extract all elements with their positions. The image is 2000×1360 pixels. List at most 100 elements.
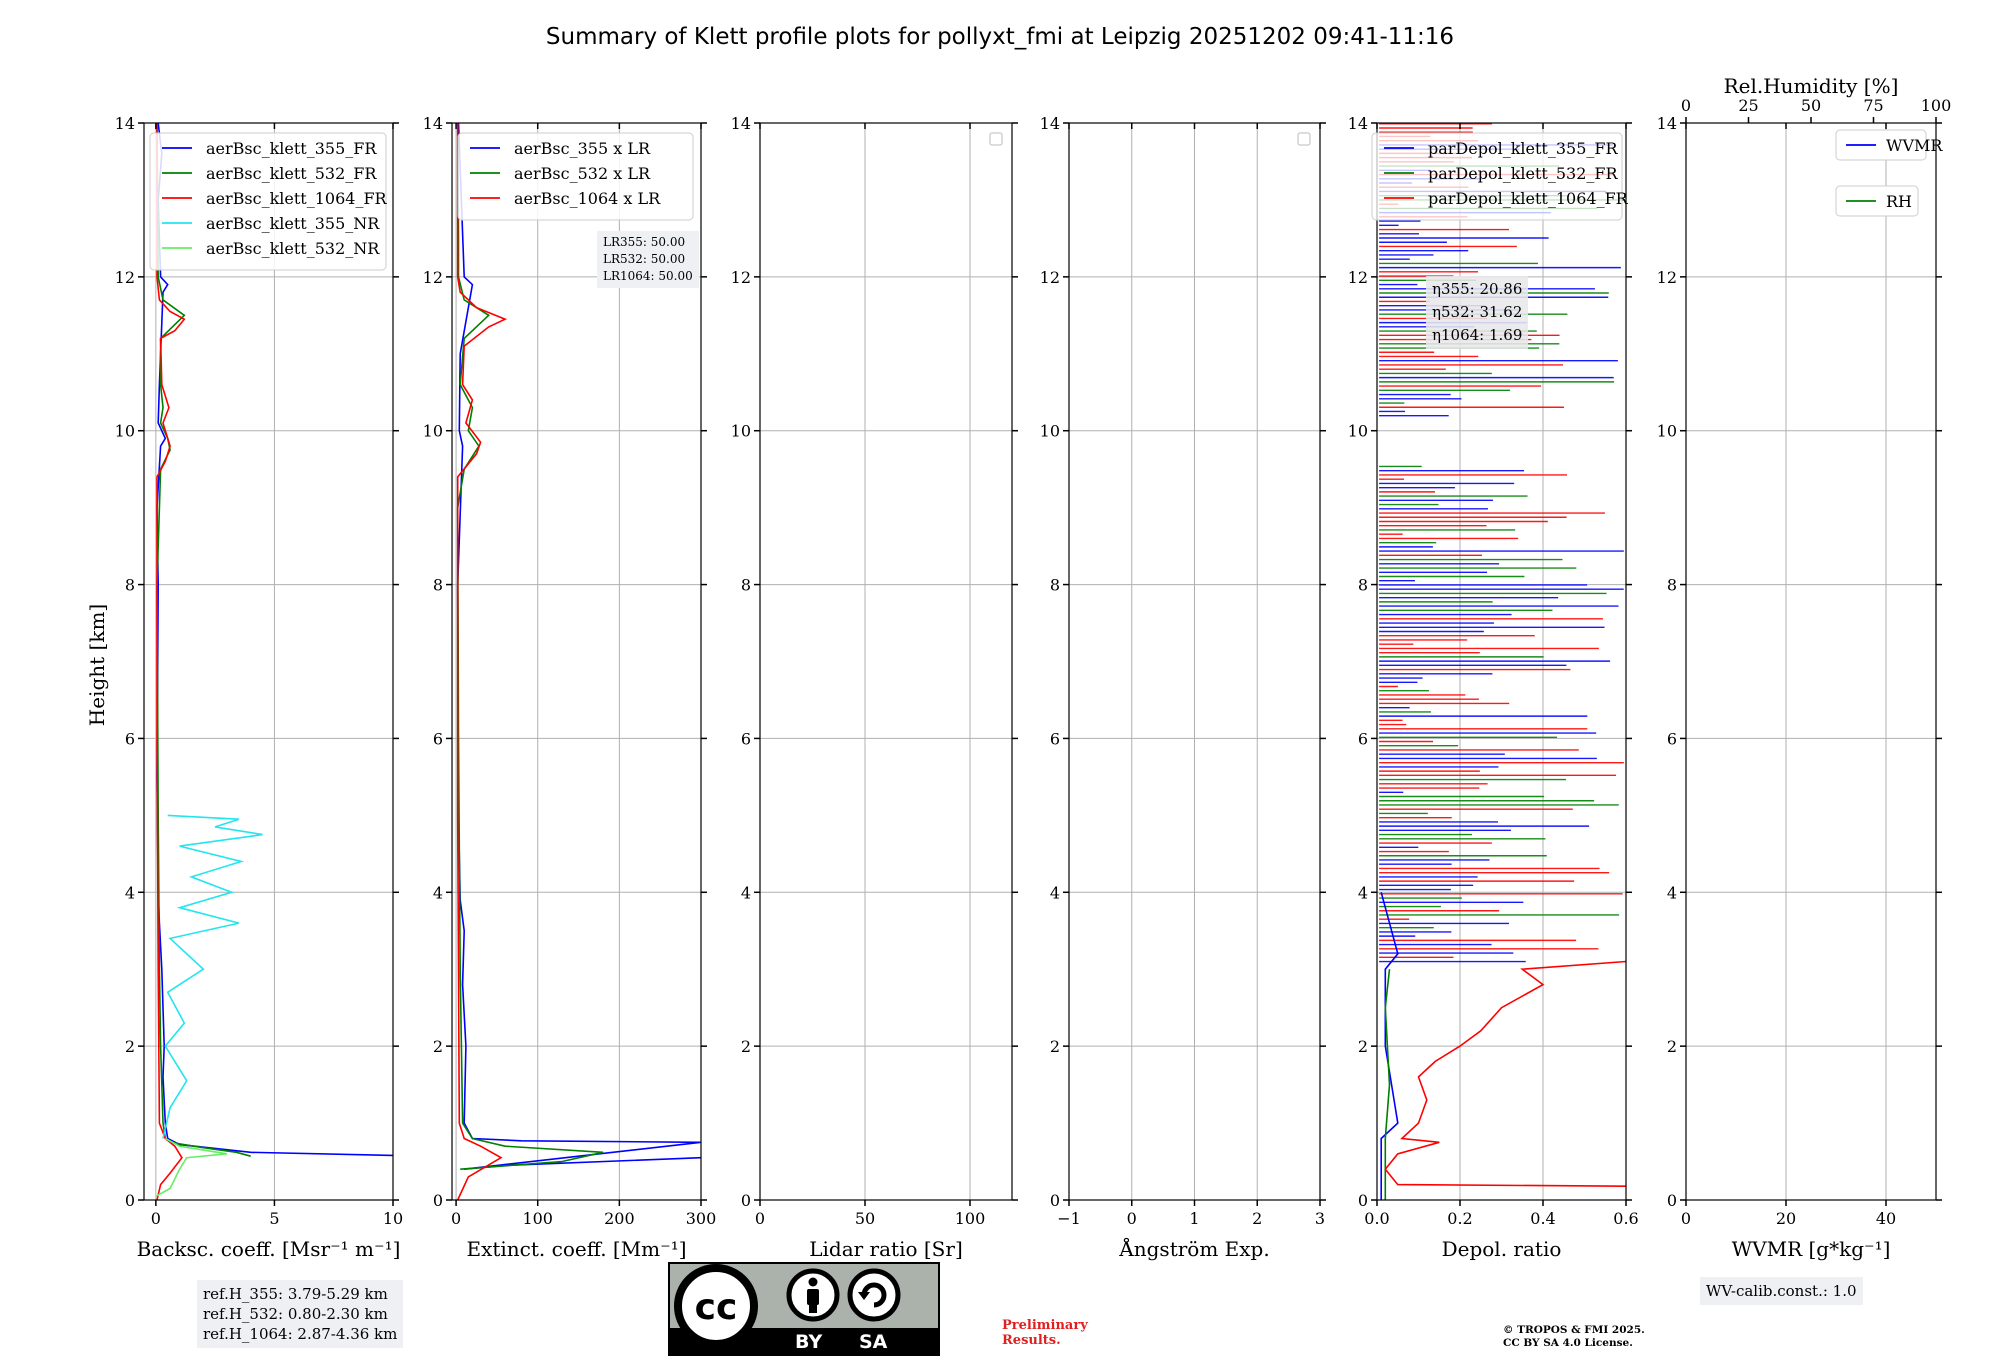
y-tick-label: 6 xyxy=(125,729,135,748)
legend-box xyxy=(149,132,387,271)
y-tick-label: 2 xyxy=(433,1037,443,1056)
cc-logo: cc xyxy=(674,1264,901,1348)
y-tick-label: 0 xyxy=(125,1191,135,1210)
copyright-note: © TROPOS & FMI 2025. CC BY SA 4.0 Licens… xyxy=(1503,1324,1645,1350)
legend-label: aerBsc_klett_355_NR xyxy=(206,214,380,233)
legend-label: aerBsc_klett_355_FR xyxy=(206,139,377,158)
y-tick-label: 0 xyxy=(1358,1191,1368,1210)
x-tick-label: −1 xyxy=(1057,1209,1081,1228)
series-line-aerBsc_1064 x LR xyxy=(456,123,508,1201)
x2-axis-label: Rel.Humidity [%] xyxy=(1724,74,1899,98)
series-line-aerBsc_klett_532_FR xyxy=(156,122,251,1157)
legend-label: parDepol_klett_1064_FR xyxy=(1428,189,1629,208)
eta-355: η355: 20.86 xyxy=(1432,280,1523,298)
y-tick-label: 6 xyxy=(741,729,751,748)
x-axis-label: Lidar ratio [Sr] xyxy=(809,1237,963,1261)
y-tick-label: 12 xyxy=(1040,268,1060,287)
y-tick-label: 10 xyxy=(1348,422,1368,441)
y-tick-label: 14 xyxy=(1040,114,1060,133)
y-tick-label: 14 xyxy=(115,114,135,133)
reference-height-355: ref.H_355: 3.79-5.29 km xyxy=(203,1285,388,1303)
x-axis-label: Ångström Exp. xyxy=(1118,1236,1269,1261)
y-tick-label: 4 xyxy=(741,883,751,902)
legend-box xyxy=(1835,185,1919,217)
x-axis-label: WVMR [g*kg⁻¹] xyxy=(1732,1237,1891,1261)
x-tick-label: 200 xyxy=(604,1209,635,1228)
x-axis-label: Depol. ratio xyxy=(1442,1237,1562,1261)
x-tick-label: 5 xyxy=(269,1209,279,1228)
y-tick-label: 10 xyxy=(731,422,751,441)
y-tick-label: 0 xyxy=(1667,1191,1677,1210)
y-tick-label: 4 xyxy=(125,883,135,902)
x-tick-label: 0.2 xyxy=(1447,1209,1472,1228)
preliminary-line-2: Results. xyxy=(1002,1333,1061,1348)
y-tick-label: 6 xyxy=(433,729,443,748)
cc-logo-text: cc xyxy=(695,1287,738,1328)
y-tick-label: 14 xyxy=(731,114,751,133)
y-axis-label: Height [km] xyxy=(85,604,109,726)
reference-height-1064: ref.H_1064: 2.87-4.36 km xyxy=(203,1325,398,1343)
series-line-aerBsc_klett_355_NR xyxy=(162,814,263,1139)
eta-532: η532: 31.62 xyxy=(1432,303,1523,321)
y-tick-label: 12 xyxy=(423,268,443,287)
eta-box: η355: 20.86 η532: 31.62 η1064: 1.69 xyxy=(1426,276,1529,349)
legend-label: RH xyxy=(1886,192,1912,211)
y-tick-label: 6 xyxy=(1050,729,1060,748)
x2-tick-label: 75 xyxy=(1863,96,1883,115)
wv-calibration-constant: WV-calib.const.: 1.0 xyxy=(1706,1282,1857,1300)
empty-legend-box xyxy=(1297,132,1311,146)
panel-depolarization: 0 2 4 6 8 10 12 14 0.0 0.2 0.4 0.6 Depol. ratio parDe… xyxy=(1348,114,1639,1261)
y-tick-label: 4 xyxy=(1667,883,1677,902)
legend-label: aerBsc_klett_532_NR xyxy=(206,239,380,258)
series-line-parDepol_klett_532_FR xyxy=(1384,969,1391,1200)
y-tick-label: 2 xyxy=(741,1037,751,1056)
y-tick-label: 2 xyxy=(125,1037,135,1056)
y-tick-label: 0 xyxy=(433,1191,443,1210)
legend-label: parDepol_klett_355_FR xyxy=(1428,139,1619,158)
x-tick-label: 10 xyxy=(383,1209,403,1228)
plot-frame xyxy=(1685,122,1937,1201)
y-tick-label: 4 xyxy=(1358,883,1368,902)
x-tick-label: 2 xyxy=(1252,1209,1262,1228)
lidar-ratio-box: LR355: 50.00 LR532: 50.00 LR1064: 50.00 xyxy=(597,231,699,288)
y-tick-label: 14 xyxy=(1348,114,1368,133)
x-tick-label: 50 xyxy=(855,1209,875,1228)
y-tick-label: 8 xyxy=(433,576,443,595)
x2-tick-label: 25 xyxy=(1738,96,1758,115)
lidar-ratio-355: LR355: 50.00 xyxy=(603,235,686,249)
plot-frame xyxy=(759,122,1013,1201)
y-tick-label: 0 xyxy=(1050,1191,1060,1210)
y-tick-label: 8 xyxy=(1358,576,1368,595)
y-tick-label: 2 xyxy=(1050,1037,1060,1056)
reference-height-box: ref.H_355: 3.79-5.29 km ref.H_532: 0.80-… xyxy=(197,1280,404,1348)
copyright-line-2: CC BY SA 4.0 License. xyxy=(1503,1337,1633,1349)
plot-frame xyxy=(143,122,394,1201)
y-tick-label: 8 xyxy=(741,576,751,595)
x-tick-label: 0.6 xyxy=(1613,1209,1638,1228)
y-tick-label: 6 xyxy=(1667,729,1677,748)
preliminary-line-1: Preliminary xyxy=(1002,1318,1088,1333)
legend-box xyxy=(457,132,694,221)
y-tick-label: 4 xyxy=(1050,883,1060,902)
y-tick-label: 12 xyxy=(1348,268,1368,287)
y-tick-label: 8 xyxy=(125,576,135,595)
reference-height-532: ref.H_532: 0.80-2.30 km xyxy=(203,1305,388,1323)
y-tick-label: 10 xyxy=(115,422,135,441)
legend-box xyxy=(1835,129,1927,161)
y-tick-label: 14 xyxy=(1657,114,1677,133)
x-axis-label: Backsc. coeff. [Msr⁻¹ m⁻¹] xyxy=(137,1237,401,1261)
copyright-line-1: © TROPOS & FMI 2025. xyxy=(1503,1324,1645,1336)
empty-legend-box xyxy=(989,132,1003,146)
legend-box xyxy=(1371,132,1623,221)
y-tick-label: 12 xyxy=(731,268,751,287)
y-tick-label: 10 xyxy=(423,422,443,441)
y-tick-label: 2 xyxy=(1667,1037,1677,1056)
x-tick-label: 0.4 xyxy=(1530,1209,1555,1228)
legend-label: parDepol_klett_532_FR xyxy=(1428,164,1619,183)
y-tick-label: 12 xyxy=(115,268,135,287)
lidar-ratio-1064: LR1064: 50.00 xyxy=(603,269,693,283)
